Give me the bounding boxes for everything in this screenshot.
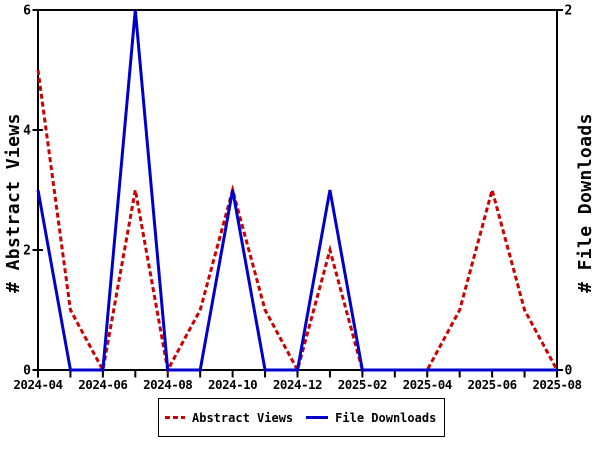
x-axis-tick-label: 2024-10: [208, 377, 257, 392]
x-axis-tick-label: 2025-02: [338, 377, 387, 392]
right-axis-tick-label: 0: [565, 364, 573, 379]
x-axis-tick-label: 2025-04: [403, 377, 452, 392]
file-downloads-line-sample: [306, 416, 329, 419]
plot-frame: [37, 9, 558, 371]
x-axis-tick-label: 2024-08: [143, 377, 192, 392]
x-axis-tick-label: 2024-04: [13, 377, 62, 392]
right-axis-tick-label: 2: [565, 4, 573, 19]
x-axis-tick-label: 2025-08: [532, 377, 581, 392]
chart-legend: Abstract Views File Downloads: [158, 398, 445, 437]
right-axis-title: # File Downloads: [575, 113, 596, 293]
left-axis-title: # Abstract Views: [3, 113, 24, 293]
left-axis-tick-label: 0: [23, 364, 31, 379]
left-axis-tick-label: 6: [23, 4, 31, 19]
left-axis-tick-label: 2: [23, 244, 31, 259]
left-axis-tick-label: 4: [23, 124, 31, 139]
legend-label-file-downloads: File Downloads: [335, 410, 437, 425]
series-line-file-downloads: [36, 9, 557, 372]
x-axis-tick-label: 2024-06: [78, 377, 127, 392]
series-line-abstract-views: [36, 69, 559, 375]
abstract-views-line-sample: [165, 416, 185, 419]
legend-label-abstract-views: Abstract Views: [192, 410, 294, 425]
x-axis-tick-label: 2025-06: [468, 377, 517, 392]
x-axis-tick-label: 2024-12: [273, 377, 322, 392]
